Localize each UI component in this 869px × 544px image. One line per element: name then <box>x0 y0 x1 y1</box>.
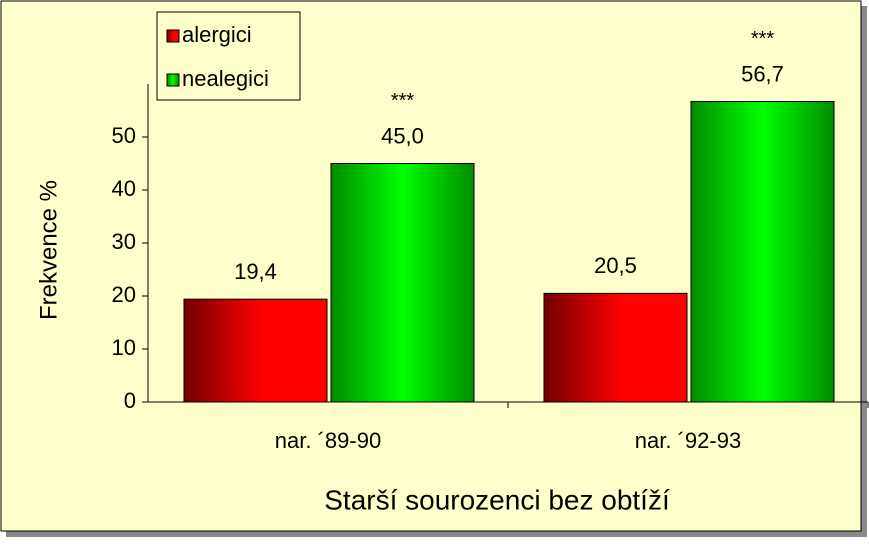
value-label: 45,0 <box>381 123 424 148</box>
legend-swatch <box>166 73 180 87</box>
bar <box>183 298 328 403</box>
legend-label: alergici <box>182 22 252 47</box>
value-label: 56,7 <box>741 61 784 86</box>
bar <box>690 100 835 403</box>
value-label: 19,4 <box>234 259 277 284</box>
bar <box>543 292 688 403</box>
y-tick-label: 20 <box>112 282 136 307</box>
significance-note: *** <box>751 28 775 50</box>
legend-swatch <box>166 29 180 43</box>
y-tick-label: 40 <box>112 176 136 201</box>
y-tick-label: 30 <box>112 229 136 254</box>
x-tick-label: nar. ´89-90 <box>275 428 381 453</box>
legend-box <box>156 11 301 101</box>
y-tick-label: 10 <box>112 335 136 360</box>
legend-label: nealegici <box>182 66 269 91</box>
x-tick-label: nar. ´92-93 <box>635 428 741 453</box>
y-tick-label: 50 <box>112 123 136 148</box>
x-axis-title: Starší sourozenci bez obtíží <box>324 484 670 515</box>
value-label: 20,5 <box>594 253 637 278</box>
y-axis-title: Frekvence % <box>35 180 62 320</box>
bar <box>330 163 475 403</box>
significance-note: *** <box>391 90 415 112</box>
y-tick-label: 0 <box>124 388 136 413</box>
